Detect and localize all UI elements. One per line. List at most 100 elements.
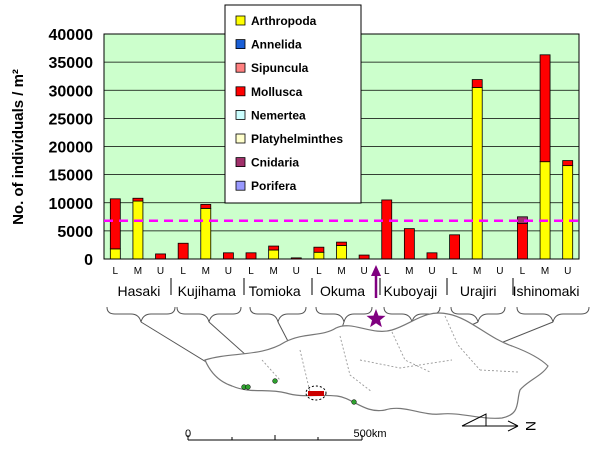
level-label: U [564,266,571,277]
legend-swatch-sipuncula [235,62,246,73]
level-label: M [405,266,413,277]
level-label: U [496,266,503,277]
bar-segment-arthropoda [268,249,280,260]
site-dot [245,384,251,390]
star-icon [366,309,386,328]
level-label: L [384,266,390,277]
y-tick-label: 0 [84,252,93,269]
y-tick-label: 10000 [49,196,94,213]
bar-segment-mollusca [517,223,528,260]
bar-segment-mollusca [313,246,325,253]
site-label: Okuma [320,283,365,299]
site-label: Hasaki [118,283,161,299]
bar-segment-arthropoda [539,161,551,260]
bar-segment-arthropoda [313,251,325,260]
level-label: L [452,266,458,277]
site-separators [170,278,514,295]
y-tick-label: 20000 [49,140,94,157]
japan-map [204,312,549,419]
legend-box [224,4,362,204]
legend-label-annelida: Annelida [251,38,302,52]
level-label: L [520,266,526,277]
y-tick-label: 25000 [49,111,94,128]
north-label: N [523,421,539,431]
level-label: M [541,266,549,277]
legend-label-platyhelminthes: Platyhelminthes [251,132,343,146]
site-label: Kujihama [178,283,237,299]
north-arrow-icon [461,413,519,432]
prefecture-borders [261,315,519,393]
site-labels: Hasaki Kujihama Tomioka Okuma Kuboyaji Urajir… [118,283,580,299]
y-tick-label: 40000 [49,27,94,44]
y-tick-label: 15000 [49,168,94,185]
bar-segment-mollusca [449,234,460,260]
bar-segment-mollusca [268,245,280,251]
scale-bar [187,435,363,441]
scale-end-label: 500km [353,428,386,440]
legend-swatch-platyhelminthes [235,133,246,144]
level-label: M [134,266,142,277]
legend-label-nemertea: Nemertea [251,108,306,122]
level-label: M [202,266,210,277]
legend-swatch-nemertea [235,110,246,120]
y-tick-label: 30000 [49,83,94,100]
site-label: Urajiri [460,283,497,299]
bar-segment-mollusca [403,228,415,260]
level-label: U [157,266,164,277]
bar-segment-arthropoda [562,165,574,260]
legend-label-sipuncula: Sipuncula [251,61,309,75]
level-label: U [361,266,368,277]
bar-segment-arthropoda [132,200,144,260]
level-label: M [473,266,481,277]
bar-segment-mollusca [336,241,347,246]
level-label: L [180,266,186,277]
bar-segment-arthropoda [109,248,121,260]
bar-segment-mollusca [177,242,189,260]
legend: Arthropoda Annelida Sipuncula Mollusca Nemer… [224,4,362,204]
legend-label-arthropoda: Arthropoda [251,14,317,28]
legend-swatch-cnidaria [235,157,246,168]
legend-label-porifera: Porifera [251,179,297,193]
level-label: L [113,266,119,277]
site-label: Kuboyaji [384,283,438,299]
bar-segment-mollusca [471,79,483,88]
y-axis-ticks: 0 5000 10000 15000 20000 25000 30000 35000 40000 [49,27,94,269]
scale-start-label: 0 [185,428,191,440]
bar-segment-mollusca [245,252,257,260]
pointer-arrow [371,265,381,298]
bar-segment-mollusca [562,160,574,167]
bars [109,54,574,260]
site-braces [106,306,590,323]
legend-swatch-annelida [235,39,246,49]
legend-label-mollusca: Mollusca [251,85,303,99]
level-label: M [337,266,345,277]
bar-segment-arthropoda [200,207,212,260]
bar-segment-mollusca [155,253,166,260]
bar-segment-mollusca [539,54,551,163]
legend-swatch-mollusca [235,86,246,97]
site-label: Tomioka [249,283,301,299]
bar-segment-mollusca [426,252,438,260]
level-label: L [316,266,322,277]
bar-segment-arthropoda [471,87,483,260]
level-label: U [428,266,435,277]
legend-swatch-porifera [235,180,246,191]
y-tick-label: 5000 [57,224,93,241]
bar-segment-mollusca [358,254,370,260]
study-area-circle [305,385,327,401]
level-label: L [248,266,254,277]
bar-segment-mollusca [109,198,121,250]
bar-segment-mollusca [132,197,144,202]
coastline [204,312,549,419]
y-axis-label: No. of individuals / m² [10,69,27,225]
study-area-marker [308,391,324,396]
bar-segment-arthropoda [336,245,347,260]
legend-label-cnidaria: Cnidaria [251,156,299,170]
bar-segment-mollusca [200,204,212,209]
bar-segment-mollusca [381,199,393,260]
bar-segment-mollusca [223,252,234,260]
legend-swatch-arthropoda [235,15,246,26]
y-tick-label: 35000 [49,55,94,72]
